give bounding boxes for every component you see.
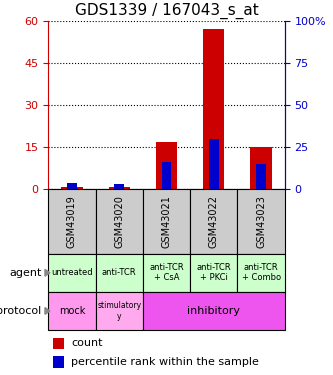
- Text: GSM43019: GSM43019: [67, 195, 77, 248]
- Bar: [162, 162, 171, 189]
- Text: stimulatory
y: stimulatory y: [97, 301, 141, 321]
- Bar: [190, 189, 237, 254]
- Bar: [250, 147, 272, 189]
- Bar: [48, 189, 96, 254]
- Bar: [143, 189, 190, 254]
- Bar: [143, 254, 190, 292]
- Bar: [237, 189, 285, 254]
- Bar: [203, 29, 224, 189]
- Text: protocol: protocol: [0, 306, 42, 316]
- Text: anti-TCR
+ Combo: anti-TCR + Combo: [241, 263, 281, 282]
- Bar: [115, 184, 124, 189]
- Bar: [96, 292, 143, 330]
- Bar: [190, 254, 237, 292]
- Text: untreated: untreated: [51, 268, 93, 277]
- Text: inhibitory: inhibitory: [187, 306, 240, 316]
- Bar: [53, 356, 64, 368]
- Text: agent: agent: [9, 268, 42, 278]
- Bar: [256, 164, 266, 189]
- Bar: [67, 183, 77, 189]
- Bar: [156, 142, 177, 189]
- Bar: [143, 292, 285, 330]
- Bar: [237, 254, 285, 292]
- Bar: [61, 187, 83, 189]
- Text: GSM43022: GSM43022: [209, 195, 219, 248]
- Text: GSM43021: GSM43021: [162, 195, 171, 248]
- Text: anti-TCR
+ PKCi: anti-TCR + PKCi: [196, 263, 231, 282]
- Bar: [209, 139, 218, 189]
- Text: percentile rank within the sample: percentile rank within the sample: [72, 357, 259, 367]
- Bar: [48, 254, 96, 292]
- Text: count: count: [72, 338, 103, 348]
- Text: mock: mock: [59, 306, 85, 316]
- Bar: [48, 292, 96, 330]
- Bar: [96, 189, 143, 254]
- Text: GSM43020: GSM43020: [114, 195, 124, 248]
- Title: GDS1339 / 167043_s_at: GDS1339 / 167043_s_at: [75, 3, 258, 19]
- Text: GSM43023: GSM43023: [256, 195, 266, 248]
- Bar: [96, 254, 143, 292]
- Bar: [109, 187, 130, 189]
- Text: anti-TCR: anti-TCR: [102, 268, 137, 277]
- Bar: [53, 338, 64, 349]
- Text: anti-TCR
+ CsA: anti-TCR + CsA: [149, 263, 184, 282]
